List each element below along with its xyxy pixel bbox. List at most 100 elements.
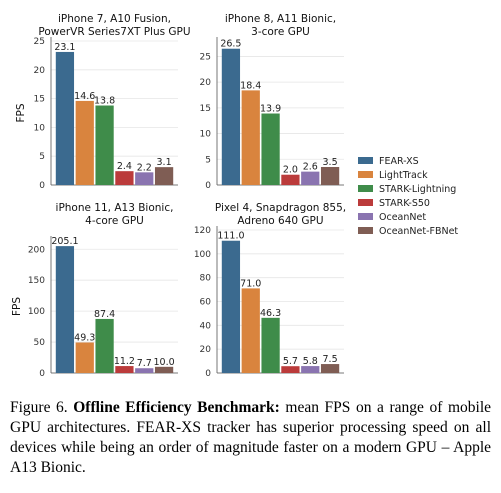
y-tick-label: 150 [28, 276, 45, 286]
panel-title-line: 3-core GPU [251, 26, 310, 38]
data-label: 13.9 [260, 104, 281, 115]
y-axis-label: FPS [15, 103, 27, 122]
bar-stark-lightning [95, 105, 114, 185]
data-label: 14.6 [74, 91, 95, 102]
bar-stark-lightning [261, 113, 280, 185]
data-label: 5.7 [283, 356, 298, 367]
data-label: 2.6 [303, 162, 318, 173]
figure-caption: Figure 6. Offline Efficiency Benchmark: … [10, 398, 491, 478]
y-tick-label: 20 [200, 78, 212, 88]
bar-stark-s50 [281, 174, 300, 185]
data-label: 2.4 [117, 161, 132, 172]
caption-prefix: Figure 6. [10, 399, 68, 416]
data-label: 7.7 [137, 358, 152, 369]
bar-lighttrack [241, 288, 260, 373]
data-label: 7.5 [323, 354, 338, 365]
caption-bold: Offline Efficiency Benchmark: [73, 399, 280, 416]
bar-stark-s50 [115, 171, 134, 185]
legend-label: STARK-S50 [379, 198, 430, 209]
data-label: 11.2 [114, 356, 135, 367]
legend-swatch [358, 185, 373, 192]
y-tick-label: 40 [200, 321, 212, 331]
data-label: 87.4 [94, 309, 115, 320]
bar-oceannet-fbnet [154, 366, 174, 373]
legend-label: OceanNet [379, 212, 426, 223]
y-tick-label: 0 [205, 369, 211, 379]
bar-oceannet [135, 172, 154, 185]
chart-panel-2: 0 5 10 15 20 25 26.5 18.4 13.9 2.0 2.6 3.5 iPhone 8,… [200, 13, 344, 191]
y-tick-label: 100 [194, 250, 211, 260]
data-label: 205.1 [51, 236, 78, 247]
y-tick-label: 60 [200, 298, 212, 308]
panel-title-line: iPhone 8, A11 Bionic, [225, 13, 336, 25]
panel-title-line: iPhone 7, A10 Fusion, [58, 13, 171, 25]
chart-panel-1: 0 5 10 15 20 25 23.1 14.613.8 2.4 2.2 3.1 iPhone 7,… [15, 13, 191, 191]
data-label: 13.8 [94, 96, 115, 107]
bar-oceannet-fbnet [320, 364, 340, 373]
legend-swatch [358, 171, 373, 178]
data-label: 26.5 [220, 39, 241, 50]
y-tick-label: 25 [34, 37, 45, 47]
bar-stark-s50 [115, 366, 134, 373]
bar-fear-xs [221, 48, 241, 185]
y-tick-label: 5 [205, 155, 211, 165]
bar-oceannet-fbnet [154, 167, 174, 185]
y-tick-label: 20 [200, 345, 212, 355]
bar-oceannet [301, 366, 320, 373]
data-label: 23.1 [54, 42, 75, 53]
panel-title-line: Adreno 640 GPU [237, 215, 323, 227]
bar-oceannet-fbnet [320, 167, 340, 185]
data-label: 2.2 [137, 162, 152, 173]
y-tick-label: 10 [34, 123, 46, 133]
legend-swatch [358, 227, 373, 234]
bar-lighttrack [75, 342, 94, 373]
y-tick-label: 120 [194, 226, 211, 236]
bar-stark-lightning [261, 317, 280, 373]
bar-oceannet [301, 171, 320, 185]
data-label: 46.3 [260, 308, 281, 319]
y-tick-label: 0 [39, 369, 45, 379]
y-tick-label: 100 [28, 307, 45, 317]
legend-label: STARK-Lightning [379, 184, 456, 195]
legend-label: LightTrack [379, 170, 428, 181]
data-label: 18.4 [240, 80, 261, 91]
panel-title-line: iPhone 11, A13 Bionic, [56, 202, 174, 214]
bar-fear-xs [55, 246, 75, 373]
bar-lighttrack [75, 100, 94, 185]
y-tick-label: 25 [200, 52, 211, 62]
y-tick-label: 20 [34, 66, 46, 76]
legend: FEAR-XS LightTrack STARK-Lightning STARK-S5… [358, 156, 458, 237]
y-tick-label: 0 [39, 181, 45, 191]
y-tick-label: 10 [200, 130, 212, 140]
y-axis-label: FPS [11, 297, 23, 316]
caption-text: mean FPS on a range of mobile GPU archit… [10, 399, 492, 476]
bar-stark-s50 [281, 366, 300, 373]
panel-title-line: 4-core GPU [85, 215, 144, 227]
y-tick-label: 200 [28, 245, 45, 255]
data-label: 10.0 [154, 357, 175, 368]
y-tick-label: 5 [39, 152, 45, 162]
data-label: 2.0 [283, 165, 298, 176]
benchmark-figure: 0 5 10 15 20 25 23.1 14.613.8 2.4 2.2 3.1 iPhone 7,… [11, 13, 458, 379]
y-tick-label: 50 [34, 338, 46, 348]
legend-label: OceanNet-FBNet [379, 226, 458, 237]
bar-fear-xs [221, 240, 241, 373]
legend-label: FEAR-XS [379, 156, 419, 167]
legend-swatch [358, 199, 373, 206]
y-tick-label: 15 [200, 104, 211, 114]
panel-title-line: Pixel 4, Snapdragon 855, [215, 202, 346, 214]
data-label: 3.1 [157, 157, 172, 168]
data-label: 3.5 [323, 157, 338, 168]
chart-panel-3: 0 50 100 150 200 205.1 49.3 87.4 11.2 7.7 10.0 iPho… [11, 202, 178, 379]
bar-oceannet [135, 368, 154, 373]
data-label: 111.0 [217, 231, 244, 242]
bar-lighttrack [241, 90, 260, 185]
bar-stark-lightning [95, 318, 114, 373]
panel-title-line: PowerVR Series7XT Plus GPU [38, 26, 190, 38]
chart-panel-4: 0 20 40 60 80 100 120 111.0 71.0 46.3 5.7 5.8 7.5 Pix… [194, 202, 346, 379]
legend-swatch [358, 213, 373, 220]
data-label: 49.3 [74, 333, 95, 344]
y-tick-label: 0 [205, 181, 211, 191]
legend-swatch [358, 157, 373, 164]
y-tick-label: 15 [34, 95, 45, 105]
